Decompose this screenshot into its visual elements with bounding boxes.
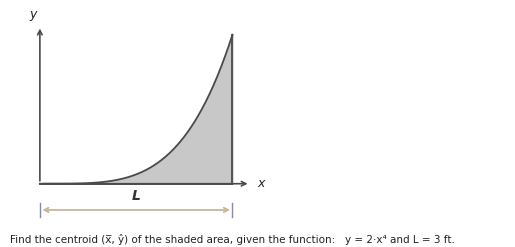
Text: y: y xyxy=(30,8,37,21)
Text: x: x xyxy=(257,177,264,190)
Text: L: L xyxy=(132,189,141,203)
Text: Find the centroid (x̅, ŷ) of the shaded area, given the function:   y = 2·x⁴ and: Find the centroid (x̅, ŷ) of the shaded … xyxy=(10,233,455,245)
